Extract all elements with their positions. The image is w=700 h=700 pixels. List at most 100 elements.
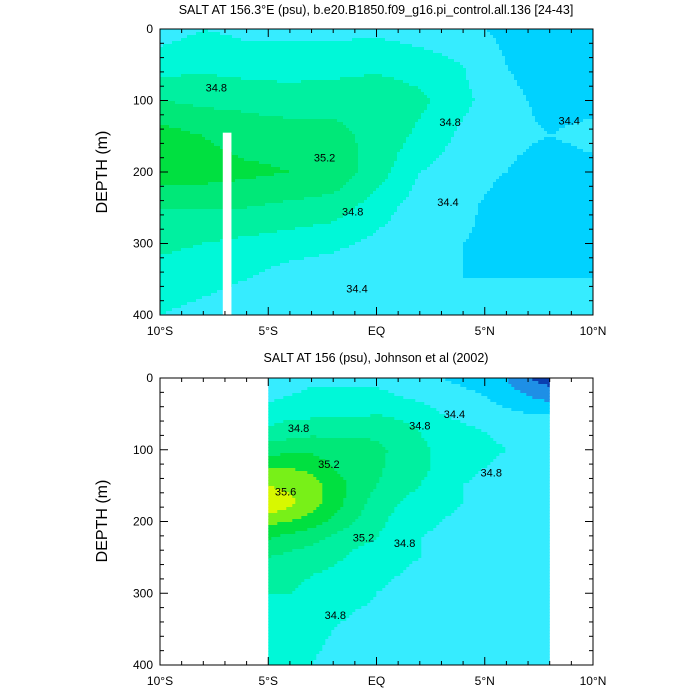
field-cell (580, 41, 584, 45)
field-cell (436, 35, 440, 39)
field-cell (193, 65, 197, 69)
field-cell (190, 32, 194, 36)
field-cell (403, 35, 407, 39)
field-cell (517, 50, 521, 54)
field-cell (529, 41, 533, 45)
field-cell (424, 53, 428, 57)
field-cell (307, 35, 311, 39)
field-cell (418, 71, 422, 75)
field-cell (265, 29, 269, 33)
field-cell (208, 35, 212, 39)
field-cell (523, 47, 527, 51)
field-cell (274, 44, 278, 48)
field-cell (328, 32, 332, 36)
field-cell (421, 50, 425, 54)
field-cell (349, 44, 353, 48)
field-cell (370, 68, 374, 72)
field-cell (526, 47, 530, 51)
field-cell (301, 62, 305, 66)
field-cell (508, 59, 512, 63)
field-cell (196, 71, 200, 75)
field-cell (421, 53, 425, 57)
field-cell (556, 38, 560, 42)
field-cell (229, 38, 233, 42)
field-cell (241, 56, 245, 60)
field-cell (535, 38, 539, 42)
field-cell (514, 53, 518, 57)
field-cell (460, 62, 464, 66)
field-cell (187, 68, 191, 72)
field-cell (367, 38, 371, 42)
field-cell (409, 59, 413, 63)
field-cell (517, 29, 521, 33)
field-cell (451, 50, 455, 54)
field-cell (178, 68, 182, 72)
field-cell (220, 44, 224, 48)
field-cell (526, 38, 530, 42)
field-cell (415, 35, 419, 39)
field-cell (325, 56, 329, 60)
field-cell (442, 71, 446, 75)
field-cell (217, 32, 221, 36)
field-cell (274, 59, 278, 63)
field-cell (343, 50, 347, 54)
field-cell (430, 62, 434, 66)
field-cell (370, 56, 374, 60)
field-cell (487, 47, 491, 51)
field-cell (244, 50, 248, 54)
field-cell (403, 38, 407, 42)
field-cell (490, 32, 494, 36)
field-cell (436, 53, 440, 57)
field-cell (280, 65, 284, 69)
field-cell (511, 62, 515, 66)
field-cell (454, 50, 458, 54)
field-cell (565, 50, 569, 54)
field-cell (574, 62, 578, 66)
field-cell (220, 47, 224, 51)
field-cell (334, 65, 338, 69)
field-cell (565, 32, 569, 36)
field-cell (175, 65, 179, 69)
field-cell (226, 35, 230, 39)
field-cell (430, 35, 434, 39)
field-cell (301, 74, 305, 78)
field-cell (172, 41, 176, 45)
field-cell (376, 38, 380, 42)
field-cell (295, 41, 299, 45)
field-cell (274, 71, 278, 75)
field-cell (427, 50, 431, 54)
field-cell (475, 53, 479, 57)
field-cell (328, 44, 332, 48)
field-cell (577, 32, 581, 36)
field-cell (472, 44, 476, 48)
field-cell (439, 44, 443, 48)
field-cell (517, 56, 521, 60)
field-cell (184, 35, 188, 39)
field-cell (421, 65, 425, 69)
field-cell (463, 32, 467, 36)
field-cell (352, 35, 356, 39)
field-cell (481, 53, 485, 57)
field-cell (442, 68, 446, 72)
field-cell (454, 71, 458, 75)
field-cell (247, 29, 251, 33)
field-cell (553, 41, 557, 45)
field-cell (325, 71, 329, 75)
field-cell (301, 38, 305, 42)
field-cell (397, 50, 401, 54)
field-cell (238, 53, 242, 57)
field-cell (397, 29, 401, 33)
field-cell (211, 38, 215, 42)
field-cell (496, 56, 500, 60)
field-cell (322, 47, 326, 51)
field-cell (211, 59, 215, 63)
field-cell (382, 53, 386, 57)
field-cell (466, 53, 470, 57)
field-cell (382, 44, 386, 48)
field-cell (295, 56, 299, 60)
field-cell (199, 65, 203, 69)
field-cell (520, 71, 524, 75)
field-cell (259, 35, 263, 39)
field-cell (433, 50, 437, 54)
field-cell (403, 59, 407, 63)
